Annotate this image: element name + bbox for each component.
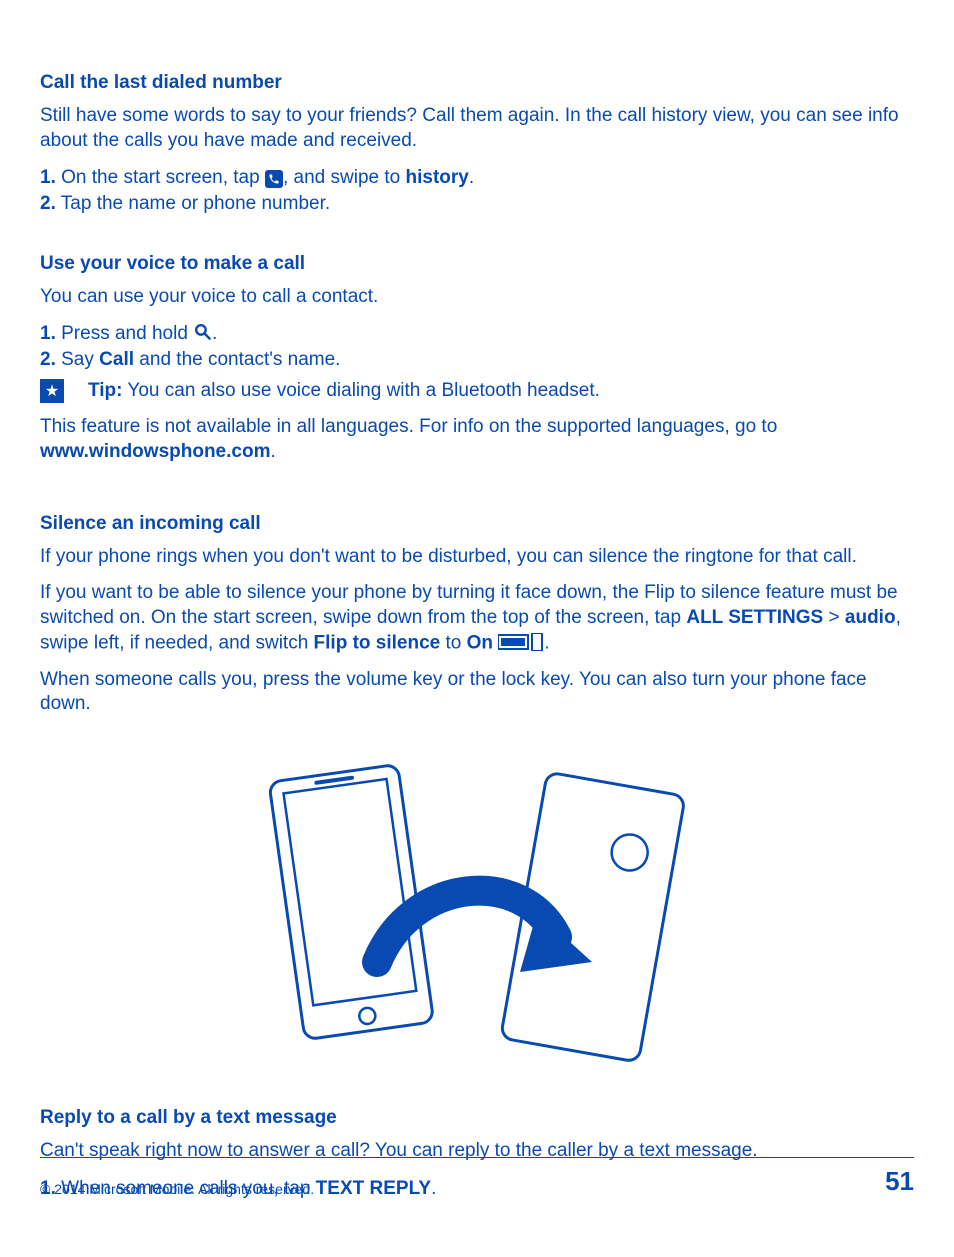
text: to bbox=[440, 632, 466, 653]
step-s1-2: 2. Tap the name or phone number. bbox=[40, 191, 914, 217]
step-num: 2. bbox=[40, 193, 56, 214]
phone-tile-icon bbox=[265, 170, 283, 188]
text: Press and hold bbox=[56, 323, 193, 344]
text: . bbox=[469, 167, 474, 188]
bold-on: On bbox=[467, 632, 493, 653]
page-number: 51 bbox=[885, 1166, 914, 1197]
text: . bbox=[544, 632, 549, 653]
para-s2-note: This feature is not available in all lan… bbox=[40, 415, 914, 464]
bold-url: www.windowsphone.com bbox=[40, 441, 270, 462]
text: You can also use voice dialing with a Bl… bbox=[122, 380, 599, 401]
star-tip-icon: ★ bbox=[40, 379, 64, 403]
text: and the contact's name. bbox=[134, 349, 340, 370]
text: Say bbox=[56, 349, 99, 370]
text: Tap the name or phone number. bbox=[56, 193, 330, 214]
step-s1-1: 1. On the start screen, tap , and swipe … bbox=[40, 165, 914, 191]
step-s2-1: 1. Press and hold . bbox=[40, 321, 914, 347]
step-num: 1. bbox=[40, 323, 56, 344]
text: . bbox=[212, 323, 217, 344]
text: > bbox=[823, 607, 845, 628]
bold-call: Call bbox=[99, 349, 134, 370]
text: . bbox=[270, 441, 275, 462]
copyright-text: © 2014 Microsoft Mobile. All rights rese… bbox=[40, 1181, 314, 1197]
footer: © 2014 Microsoft Mobile. All rights rese… bbox=[40, 1157, 914, 1197]
heading-use-voice: Use your voice to make a call bbox=[40, 253, 914, 275]
heading-call-last-dialed: Call the last dialed number bbox=[40, 72, 914, 94]
bold-history: history bbox=[406, 167, 469, 188]
heading-silence-call: Silence an incoming call bbox=[40, 513, 914, 535]
bold-audio: audio bbox=[845, 607, 896, 628]
step-num: 1. bbox=[40, 167, 56, 188]
heading-reply-text: Reply to a call by a text message bbox=[40, 1107, 914, 1129]
para-s3-p2: If you want to be able to silence your p… bbox=[40, 581, 914, 655]
search-icon bbox=[193, 323, 212, 344]
flip-phone-illustration bbox=[40, 747, 914, 1077]
step-s2-2: 2. Say Call and the contact's name. bbox=[40, 347, 914, 373]
para-s1-intro: Still have some words to say to your fri… bbox=[40, 104, 914, 153]
text: On the start screen, tap bbox=[56, 167, 265, 188]
para-s3-p1: If your phone rings when you don't want … bbox=[40, 545, 914, 570]
bold-allsettings: ALL SETTINGS bbox=[686, 607, 823, 628]
text: , and swipe to bbox=[283, 167, 406, 188]
para-s3-p3: When someone calls you, press the volume… bbox=[40, 668, 914, 717]
tip-row: ★ Tip: You can also use voice dialing wi… bbox=[40, 379, 914, 404]
tip-text: Tip: You can also use voice dialing with… bbox=[88, 379, 600, 404]
para-s2-intro: You can use your voice to call a contact… bbox=[40, 285, 914, 310]
text: This feature is not available in all lan… bbox=[40, 416, 777, 437]
bold-fliptosilence: Flip to silence bbox=[314, 632, 441, 653]
toggle-on-icon bbox=[498, 631, 544, 656]
step-num: 2. bbox=[40, 349, 56, 370]
tip-label: Tip: bbox=[88, 380, 122, 401]
